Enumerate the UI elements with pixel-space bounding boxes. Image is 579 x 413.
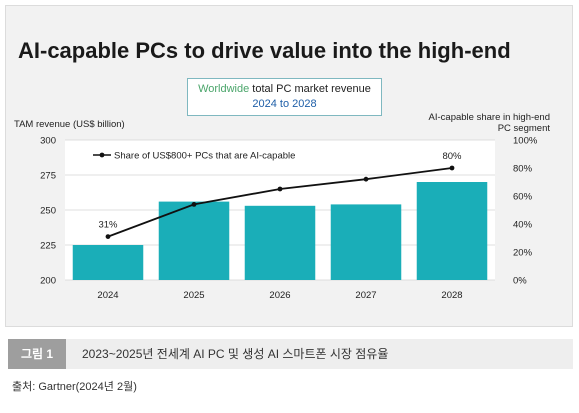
y2-tick-label: 80% [513, 164, 533, 175]
chart-subtitle-highlight: Worldwide [198, 83, 250, 95]
bar [72, 245, 144, 280]
share-point [191, 202, 197, 207]
line-layer: 31% 80% [98, 151, 462, 240]
chart-subtitle-box: Worldwide total PC market revenue 2024 t… [187, 78, 382, 116]
chart-subtitle-line2: 2024 to 2028 [252, 98, 317, 110]
chart-svg: TAM revenue (US$ billion) AI-capable sha… [14, 112, 551, 302]
data-label-last: 80% [442, 151, 462, 162]
x-tick-label: 2025 [183, 290, 204, 301]
y-tick-label: 250 [40, 206, 56, 217]
x-tick-label: 2026 [269, 290, 290, 301]
legend-label-share: Share of US$800+ PCs that are AI-capable [114, 151, 295, 162]
y2-axis-label-line1: AI-capable share in high-end [429, 112, 550, 123]
y2-tick-label: 40% [513, 220, 533, 231]
bar [244, 205, 316, 280]
bar [330, 204, 402, 280]
y-tick-label: 275 [40, 171, 56, 182]
data-label-first: 31% [98, 220, 118, 231]
y-tick-label: 200 [40, 276, 56, 287]
chart-subtitle-rest: total PC market revenue [249, 83, 371, 95]
y2-axis-label-line2: PC segment [498, 123, 551, 134]
bar [158, 201, 230, 280]
y2-tick-label: 0% [513, 276, 527, 287]
figure-tag: 그림 1 [8, 339, 66, 369]
share-point [449, 165, 455, 171]
source-note: 출처: Gartner(2024년 2월) [12, 381, 137, 393]
share-point [277, 186, 283, 192]
x-tick-label: 2028 [441, 290, 462, 301]
y-axis-label: TAM revenue (US$ billion) [14, 119, 125, 130]
axis-layer: 200 225 250 275 300 0% 20% 40% 60% 80% 100% 2024 202… [40, 136, 538, 302]
y2-tick-label: 20% [513, 248, 533, 259]
y-tick-label: 225 [40, 241, 56, 252]
bar [416, 182, 488, 280]
figure-caption-bar: 그림 1 2023~2025년 전세계 AI PC 및 생성 AI 스마트폰 시… [8, 339, 573, 369]
legend-marker [99, 152, 105, 158]
share-point [363, 176, 369, 182]
figure-caption: 2023~2025년 전세계 AI PC 및 생성 AI 스마트폰 시장 점유율 [82, 347, 389, 361]
share-point [105, 234, 111, 240]
x-tick-label: 2027 [355, 290, 376, 301]
y-tick-label: 300 [40, 136, 56, 147]
bar-layer [72, 182, 488, 280]
chart-title: AI-capable PCs to drive value into the h… [18, 38, 511, 63]
chart-subtitle-line1: Worldwide total PC market revenue [188, 82, 381, 97]
y2-tick-label: 100% [513, 136, 538, 147]
legend-layer: Share of US$800+ PCs that are AI-capable [93, 151, 295, 162]
x-tick-label: 2024 [97, 290, 118, 301]
y2-tick-label: 60% [513, 192, 533, 203]
